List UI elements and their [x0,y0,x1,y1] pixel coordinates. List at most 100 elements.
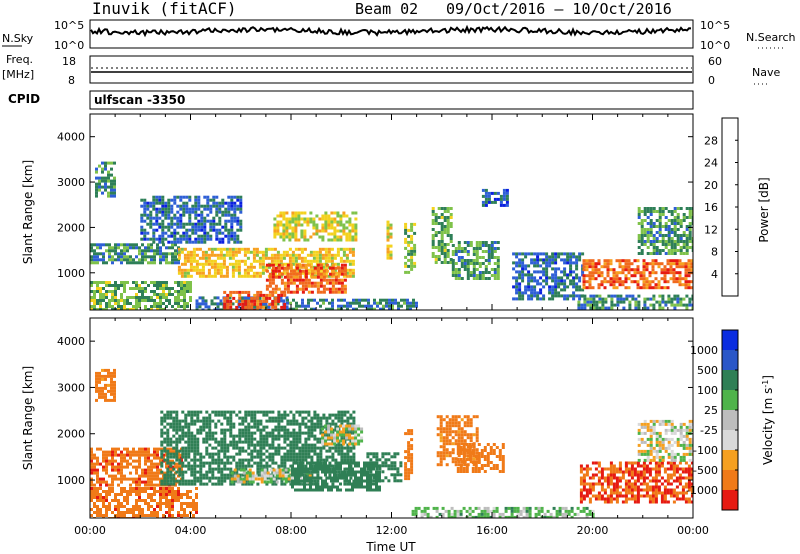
echo-cell [345,274,349,278]
echo-cell [238,434,242,438]
echo-cell [236,216,240,220]
echo-cell [198,256,202,260]
echo-cell [159,246,162,250]
echo-cell [238,452,242,456]
echo-cell [572,297,576,301]
echo-cell [279,223,283,227]
echo-cell [216,265,220,269]
echo-cell [258,308,262,310]
echo-cell [196,416,200,420]
echo-cell [679,225,683,228]
echo-cell [685,225,689,228]
echo-cell [569,282,573,286]
echo-cell [336,220,340,224]
echo-cell [389,256,393,260]
echo-cell [539,258,543,262]
echo-cell [376,304,379,308]
echo-cell [96,299,99,302]
echo-cell [512,276,516,280]
echo-cell [283,452,287,456]
echo-cell [146,213,150,217]
echo-cell [289,269,293,273]
echo-cell [679,300,683,304]
echo-cell [231,250,235,254]
echo-cell [585,268,589,272]
echo-cell [225,271,229,275]
echo-cell [244,428,248,432]
echo-cell [463,265,467,268]
echo-cell [190,434,194,438]
echo-cell [551,276,555,280]
echo-cell [315,229,319,233]
echo-cell [342,253,346,257]
echo-cell [96,281,99,284]
echo-cell [652,240,656,243]
echo-cell [245,474,249,478]
echo-cell [340,278,344,282]
echo-cell [297,223,301,227]
echo-cell [195,502,198,505]
echo-cell [150,477,153,481]
echo-cell [226,296,230,300]
echo-cell [96,308,99,310]
echo-cell [178,419,182,423]
echo-cell [199,470,203,474]
echo-cell [521,258,525,262]
echo-cell [196,464,200,468]
echo-cell [292,416,296,420]
echo-cell [306,271,310,275]
echo-cell [354,238,358,242]
echo-cell [226,455,230,459]
echo-cell [108,255,111,259]
echo-cell [289,419,293,423]
echo-cell [404,228,408,232]
echo-cell [228,247,232,251]
echo-cell [236,477,240,481]
echo-cell [241,308,245,310]
echo-cell [108,493,111,496]
echo-cell [210,262,214,266]
echo-cell [481,277,485,280]
echo-cell [194,240,198,244]
echo-cell [158,240,162,244]
echo-cell [578,279,582,283]
echo-cell [129,483,132,487]
echo-cell [649,228,653,231]
echo-cell [120,468,123,472]
echo-cell [271,410,275,414]
echo-cell [153,249,156,253]
echo-cell [669,259,673,263]
echo-cell [431,228,435,231]
echo-cell [268,278,272,282]
echo-cell [472,250,476,253]
echo-cell [182,231,186,235]
echo-cell [295,443,299,447]
echo-cell [295,431,299,435]
echo-cell [185,204,189,208]
echo-cell [688,210,692,213]
echo-cell [243,262,247,266]
echo-cell [259,461,263,465]
echo-cell [181,476,185,480]
echo-cell [259,458,263,462]
echo-cell [672,274,676,278]
echo-cell [663,280,667,284]
echo-cell [451,262,455,265]
echo-cell [648,271,652,275]
echo-cell [624,262,628,266]
echo-cell [345,247,349,251]
echo-cell [235,299,239,303]
echo-cell [238,428,242,432]
echo-cell [166,470,170,474]
echo-cell [199,428,203,432]
echo-cell [518,294,522,298]
echo-cell [104,185,107,189]
echo-cell [583,297,587,301]
echo-cell [521,267,525,271]
echo-cell [289,272,293,276]
echo-cell [178,437,182,441]
echo-cell [216,247,220,251]
echo-cell [171,252,174,256]
noise-sky-trace [90,24,692,38]
echo-cell [407,228,411,232]
